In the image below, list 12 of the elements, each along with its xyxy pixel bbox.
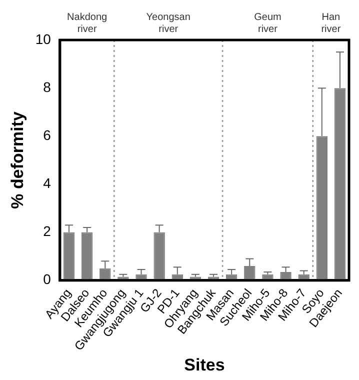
y-tick-label: 6 <box>43 127 52 144</box>
y-axis-title: % deformity <box>8 111 27 209</box>
x-axis-title: Sites <box>184 355 225 374</box>
y-tick-label: 0 <box>43 271 52 288</box>
text: Geum river <box>254 12 282 35</box>
text: Han river <box>321 12 342 35</box>
y-tick-label: 10 <box>35 30 52 47</box>
y-tick-label: 2 <box>43 223 52 240</box>
text: Yeongsan river <box>146 12 190 35</box>
y-tick-label: 8 <box>43 78 52 95</box>
text: Nakdong river <box>67 12 108 35</box>
y-tick-label: 4 <box>43 175 52 192</box>
